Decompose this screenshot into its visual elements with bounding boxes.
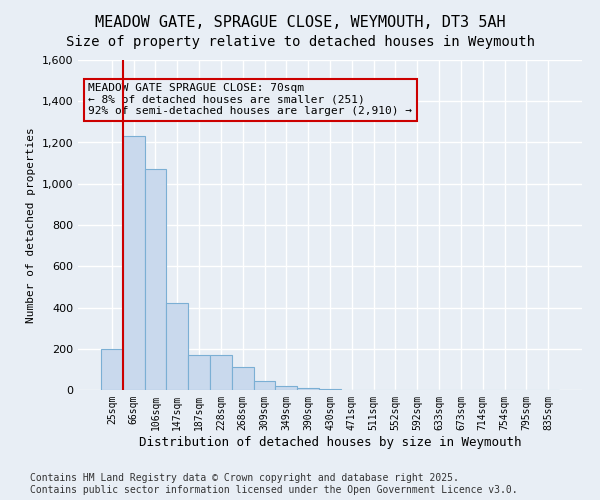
Bar <box>297 388 319 390</box>
Text: MEADOW GATE SPRAGUE CLOSE: 70sqm
← 8% of detached houses are smaller (251)
92% o: MEADOW GATE SPRAGUE CLOSE: 70sqm ← 8% of… <box>88 83 412 116</box>
Bar <box>254 380 275 390</box>
Bar <box>166 304 188 390</box>
Bar <box>210 355 232 390</box>
Bar <box>275 386 297 390</box>
Bar <box>145 170 166 390</box>
Y-axis label: Number of detached properties: Number of detached properties <box>26 127 36 323</box>
Text: Contains HM Land Registry data © Crown copyright and database right 2025.
Contai: Contains HM Land Registry data © Crown c… <box>30 474 518 495</box>
Text: MEADOW GATE, SPRAGUE CLOSE, WEYMOUTH, DT3 5AH: MEADOW GATE, SPRAGUE CLOSE, WEYMOUTH, DT… <box>95 15 505 30</box>
Bar <box>319 389 341 390</box>
X-axis label: Distribution of detached houses by size in Weymouth: Distribution of detached houses by size … <box>139 436 521 448</box>
Text: Size of property relative to detached houses in Weymouth: Size of property relative to detached ho… <box>65 35 535 49</box>
Bar <box>101 349 123 390</box>
Bar <box>232 368 254 390</box>
Bar <box>123 136 145 390</box>
Bar <box>188 355 210 390</box>
